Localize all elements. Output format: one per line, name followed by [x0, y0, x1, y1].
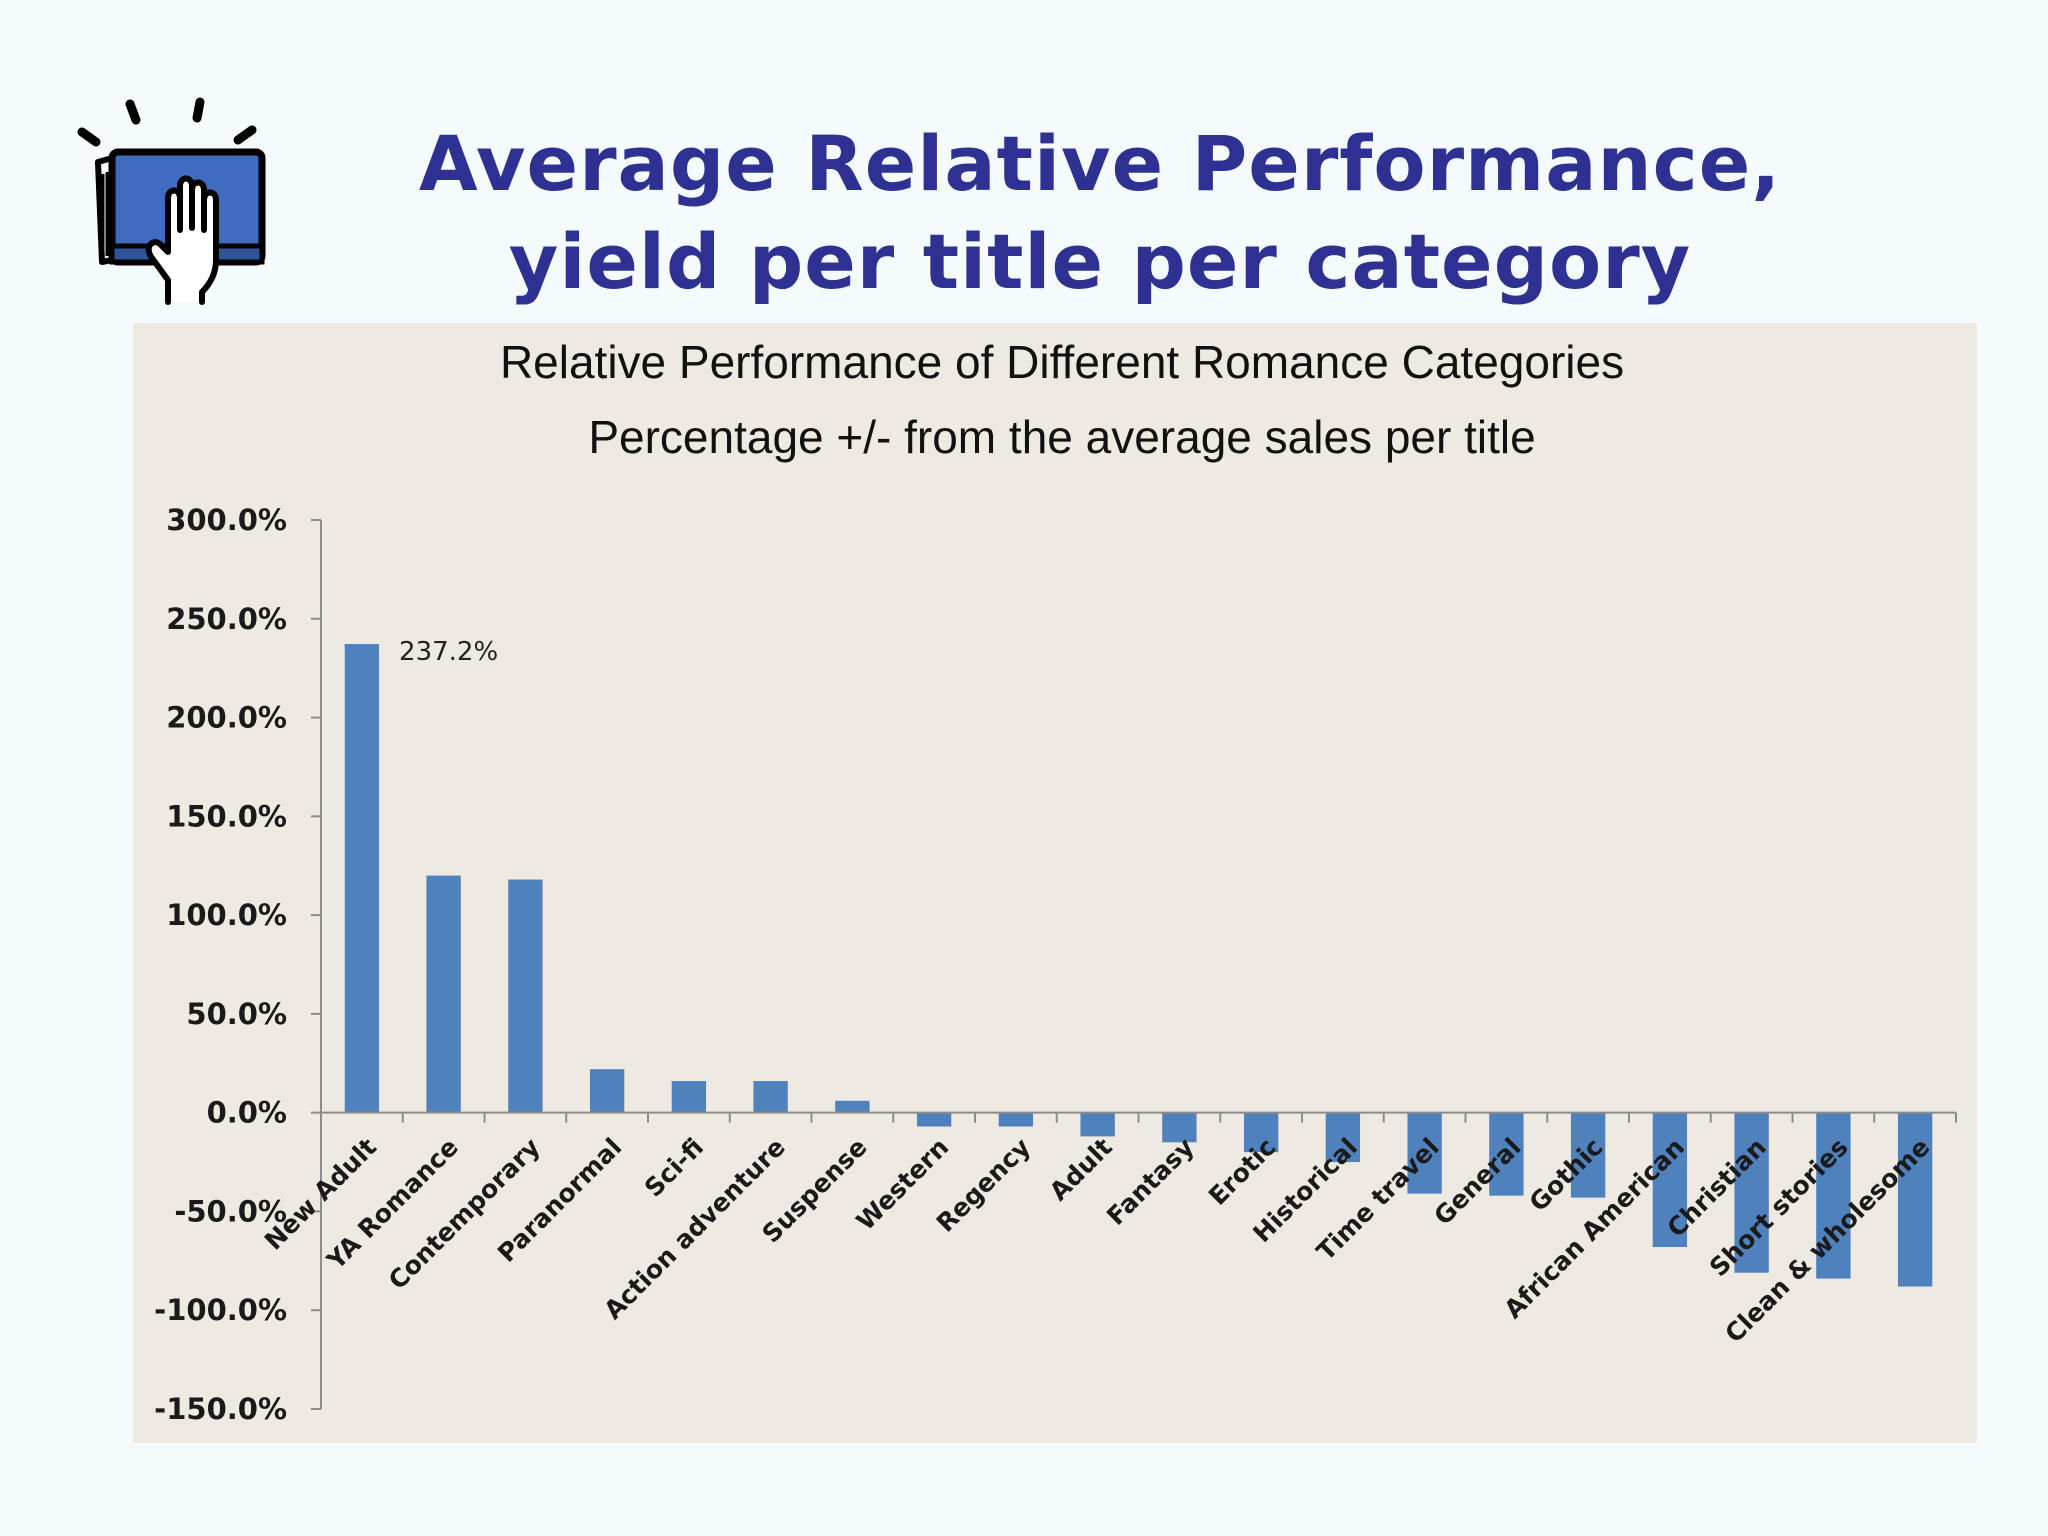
- y-tick-label: 100.0%: [166, 898, 287, 932]
- slide-title: Average Relative Performance, yield per …: [360, 115, 1840, 311]
- bar: [508, 879, 543, 1113]
- bar: [344, 644, 380, 1113]
- y-tick-label: 150.0%: [166, 799, 287, 833]
- bar: [916, 1112, 952, 1127]
- y-tick-label: 50.0%: [186, 997, 287, 1031]
- bar: [671, 1081, 707, 1113]
- data-label: 237.2%: [399, 637, 498, 667]
- x-tick-label: Contemporary: [383, 1132, 546, 1295]
- bar: [1734, 1112, 1769, 1273]
- y-tick-label: 250.0%: [166, 602, 287, 636]
- bar: [1243, 1112, 1279, 1153]
- slide-title-line-1: Average Relative Performance,: [418, 119, 1782, 208]
- bar: [1080, 1112, 1115, 1137]
- bar: [589, 1069, 625, 1113]
- bar: [426, 875, 461, 1113]
- bar: [1816, 1112, 1851, 1279]
- book-hand-icon: [77, 97, 266, 305]
- chart-title: Relative Performance of Different Romanc…: [500, 336, 1624, 388]
- x-tick-label: Adult: [1044, 1132, 1118, 1206]
- y-tick-label: 200.0%: [166, 701, 287, 735]
- x-tick-label: Sci-fi: [639, 1132, 709, 1202]
- y-tick-label: 300.0%: [166, 503, 287, 537]
- bar: [1489, 1112, 1524, 1196]
- y-tick-label: -100.0%: [154, 1293, 287, 1327]
- y-axis: 300.0% 250.0% 200.0% 150.0% 100.0% 50.0% 0.0% -…: [154, 503, 322, 1426]
- bar: [753, 1081, 788, 1113]
- bar: [1897, 1112, 1933, 1287]
- y-tick-label: -150.0%: [154, 1392, 287, 1426]
- bar: [1162, 1112, 1197, 1143]
- y-tick-label: 0.0%: [207, 1096, 287, 1130]
- bar: [1570, 1112, 1606, 1198]
- chart-panel: Relative Performance of Different Romanc…: [133, 323, 1977, 1443]
- bar: [1652, 1112, 1688, 1248]
- bar: [1407, 1112, 1442, 1194]
- bars: [344, 644, 1933, 1287]
- x-tick-label: Fantasy: [1101, 1132, 1199, 1230]
- slide-title-line-2: yield per title per category: [508, 217, 1692, 306]
- chart-subtitle: Percentage +/- from the average sales pe…: [588, 411, 1535, 463]
- chart: Relative Performance of Different Romanc…: [154, 336, 1957, 1426]
- bar: [998, 1112, 1034, 1127]
- y-tick-label: -50.0%: [174, 1194, 287, 1228]
- data-labels: 237.2%: [399, 637, 498, 667]
- x-tick-label: Erotic: [1203, 1132, 1281, 1210]
- bar: [835, 1100, 870, 1113]
- bar: [1325, 1112, 1361, 1163]
